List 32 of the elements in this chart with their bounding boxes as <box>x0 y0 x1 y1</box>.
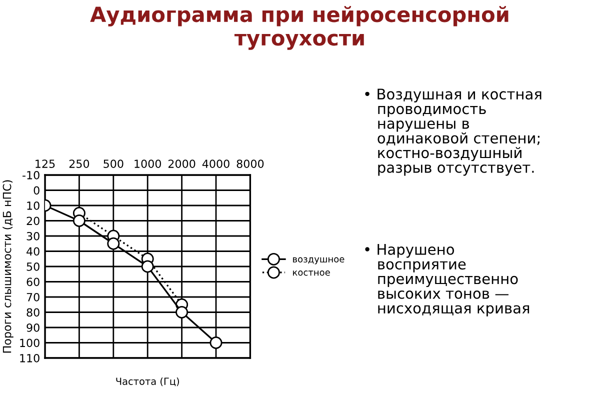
y-tick-label: 90 <box>26 323 40 332</box>
x-axis-title: Частота (Гц) <box>116 377 179 386</box>
y-tick-label: 60 <box>26 278 40 286</box>
text: Аудиограмма при нейросенсорной тугоухости <box>90 6 508 50</box>
text: • Нарушено восприятие преимущественно высоких тонов — нисходящая кривая <box>365 244 530 316</box>
text: • Воздушная и костная проводимость нарушены в одинаковой степени; костно-воздушный разрыв отсутствует. <box>365 88 542 176</box>
x-tick-label: 4000 <box>202 160 230 168</box>
x-tick-label: 125 <box>36 160 55 168</box>
y-tick-label: 100 <box>20 338 40 348</box>
x-tick-label: 250 <box>69 160 90 168</box>
legend-label: костное <box>293 270 330 276</box>
point <box>141 260 154 273</box>
x-tick-label: 500 <box>104 160 124 168</box>
y-tick-label: 40 <box>26 247 40 256</box>
y-tick-label: 70 <box>26 292 40 302</box>
point <box>210 336 222 349</box>
y-tick-label: 20 <box>26 216 40 226</box>
point <box>176 306 188 318</box>
x-tick-label: 1000 <box>134 160 161 168</box>
y-tick-label: 0 <box>34 186 40 195</box>
y-tick-label: -10 <box>22 170 40 180</box>
y-tick-label: 110 <box>20 354 40 362</box>
legend-label: воздушное <box>293 257 344 264</box>
y-tick-label: 50 <box>26 262 40 271</box>
y-tick-label: 30 <box>26 232 40 240</box>
point <box>107 237 120 250</box>
y-tick-label: 10 <box>27 201 40 210</box>
y-axis-title: Пороги слышимости (дБ нПС) <box>2 180 14 353</box>
y-tick-label: 80 <box>26 308 40 317</box>
point <box>72 214 86 227</box>
x-tick-label: 2000 <box>168 160 196 168</box>
x-tick-label: 8000 <box>236 160 264 168</box>
